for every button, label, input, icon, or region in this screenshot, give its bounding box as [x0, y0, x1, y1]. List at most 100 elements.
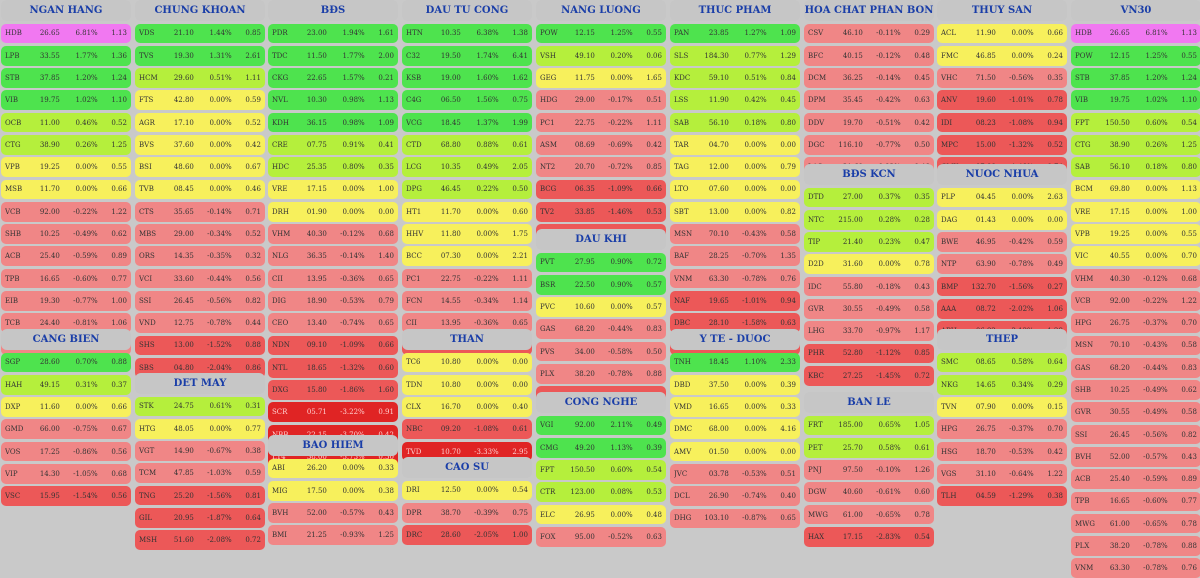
stock-row[interactable]: VMD 16.65 0.00% 0.33 [670, 397, 800, 417]
stock-row[interactable]: TVS 19.30 1.31% 2.61 [135, 45, 265, 66]
stock-row[interactable]: PLX 38.20 -0.78% 0.88 [1071, 536, 1200, 556]
sector-header[interactable]: DET MAY [135, 373, 265, 394]
stock-row[interactable]: CTD 68.80 0.88% 0.61 [402, 135, 532, 155]
stock-row[interactable]: TAR 04.70 0.00% 0.00 [670, 135, 800, 155]
stock-row[interactable]: NT2 20.70 -0.72% 0.85 [536, 157, 666, 177]
stock-row[interactable]: VSH 49.10 0.20% 0.06 [536, 45, 666, 66]
stock-row[interactable]: VGI 92.00 2.11% 0.49 [536, 415, 666, 436]
stock-row[interactable]: PAN 23.85 1.27% 1.09 [670, 23, 800, 44]
stock-row[interactable]: SAB 56.10 0.18% 0.80 [1071, 157, 1200, 177]
stock-row[interactable]: VRE 17.15 0.00% 1.00 [268, 179, 398, 200]
stock-row[interactable]: TPB 16.65 -0.60% 0.77 [1071, 491, 1200, 512]
stock-row[interactable]: DTD 27.00 0.37% 0.35 [804, 187, 934, 208]
stock-row[interactable]: FCN 14.55 -0.34% 1.14 [402, 290, 532, 311]
stock-row[interactable]: DBD 37.50 0.00% 0.39 [670, 374, 800, 395]
stock-row[interactable]: TVN 07.90 0.00% 0.15 [937, 397, 1067, 417]
stock-row[interactable]: JVC 03.78 -0.53% 0.51 [670, 464, 800, 484]
stock-row[interactable]: DPG 46.45 0.22% 0.50 [402, 179, 532, 200]
stock-row[interactable]: MPC 15.00 -1.32% 0.52 [937, 135, 1067, 155]
stock-row[interactable]: VIC 40.55 0.00% 0.70 [1071, 246, 1200, 267]
stock-row[interactable]: BWE 46.95 -0.42% 0.59 [937, 232, 1067, 252]
stock-row[interactable]: BCC 07.30 0.00% 2.21 [402, 246, 532, 267]
stock-row[interactable]: STB 37.85 1.20% 1.24 [1, 68, 131, 88]
sector-header[interactable]: Y TE - DUOC [670, 329, 800, 350]
stock-row[interactable]: SSI 26.45 -0.56% 0.82 [1071, 424, 1200, 445]
stock-row[interactable]: GVR 30.55 -0.49% 0.58 [804, 299, 934, 319]
stock-row[interactable]: NBC 09.20 -1.08% 0.61 [402, 419, 532, 440]
stock-row[interactable]: C4G 06.50 1.56% 0.75 [402, 90, 532, 111]
stock-row[interactable]: CTG 38.90 0.26% 1.25 [1, 135, 131, 155]
stock-row[interactable]: VOS 17.25 -0.86% 0.56 [1, 441, 131, 462]
stock-row[interactable]: SBS 04.80 -2.04% 0.86 [135, 357, 265, 378]
stock-row[interactable]: NAF 19.65 -1.01% 0.94 [670, 290, 800, 311]
stock-row[interactable]: BVS 37.60 0.00% 0.42 [135, 135, 265, 155]
stock-row[interactable]: DRI 12.50 0.00% 0.54 [402, 480, 532, 501]
stock-row[interactable]: GMD 66.00 -0.75% 0.67 [1, 419, 131, 440]
stock-row[interactable]: VIB 19.75 1.02% 1.10 [1071, 90, 1200, 111]
stock-row[interactable]: NVL 10.30 0.98% 1.13 [268, 90, 398, 111]
stock-row[interactable]: HAH 49.15 0.31% 0.37 [1, 374, 131, 395]
stock-row[interactable]: SAB 56.10 0.18% 0.80 [670, 112, 800, 133]
sector-header[interactable]: NUOC NHUA [937, 164, 1067, 185]
stock-row[interactable]: TDN 10.80 0.00% 0.00 [402, 374, 532, 395]
stock-row[interactable]: TAG 12.00 0.00% 0.79 [670, 157, 800, 177]
stock-row[interactable]: GIL 20.95 -1.87% 0.64 [135, 508, 265, 528]
stock-row[interactable]: HCM 29.60 0.51% 1.11 [135, 68, 265, 88]
stock-row[interactable]: TDC 11.50 1.77% 2.00 [268, 45, 398, 66]
stock-row[interactable]: MSH 51.60 -2.08% 0.72 [135, 530, 265, 550]
sector-header[interactable]: DAU KHI [536, 229, 666, 250]
stock-row[interactable]: VPB 19.25 0.00% 0.55 [1, 157, 131, 177]
stock-row[interactable]: TVD 10.70 -3.33% 2.95 [402, 441, 532, 462]
stock-row[interactable]: CII 13.95 -0.36% 0.65 [402, 313, 532, 333]
stock-row[interactable]: DGC 116.10 -0.77% 0.50 [804, 135, 934, 155]
stock-row[interactable]: HT1 11.70 0.00% 0.60 [402, 201, 532, 222]
stock-row[interactable]: SSI 26.45 -0.56% 0.82 [135, 290, 265, 311]
stock-row[interactable]: PNJ 97.50 -0.10% 1.26 [804, 460, 934, 480]
stock-row[interactable]: FMC 46.85 0.00% 0.24 [937, 45, 1067, 66]
stock-row[interactable]: DDV 19.70 -0.51% 0.42 [804, 112, 934, 133]
stock-row[interactable]: BSI 48.60 0.00% 0.67 [135, 157, 265, 177]
sector-header[interactable]: HOA CHAT PHAN BON [804, 0, 934, 21]
stock-row[interactable]: HSG 18.70 -0.53% 0.42 [937, 441, 1067, 462]
stock-row[interactable]: AMV 01.50 0.00% 0.00 [670, 441, 800, 462]
stock-row[interactable]: VHC 71.50 -0.56% 0.35 [937, 68, 1067, 88]
sector-header[interactable]: CANG BIEN [1, 329, 131, 350]
stock-row[interactable]: KBC 27.25 -1.45% 0.72 [804, 365, 934, 386]
stock-row[interactable]: GAS 68.20 -0.44% 0.83 [536, 319, 666, 340]
stock-row[interactable]: LHG 33.70 -0.97% 1.17 [804, 321, 934, 341]
stock-row[interactable]: STB 37.85 1.20% 1.24 [1071, 68, 1200, 88]
stock-row[interactable]: DAG 01.43 0.00% 0.00 [937, 209, 1067, 230]
stock-row[interactable]: VIP 14.30 -1.05% 0.68 [1, 464, 131, 484]
stock-row[interactable]: BMI 21.25 -0.93% 1.25 [268, 525, 398, 546]
stock-row[interactable]: GVR 30.55 -0.49% 0.58 [1071, 402, 1200, 423]
stock-row[interactable]: FPT 150.50 0.60% 0.54 [536, 460, 666, 480]
sector-header[interactable]: BĐS KCN [804, 164, 934, 185]
sector-header[interactable]: THAN [402, 329, 532, 350]
stock-row[interactable]: MWG 61.00 -0.65% 0.78 [1071, 513, 1200, 534]
stock-row[interactable]: CTS 35.65 -0.14% 0.71 [135, 201, 265, 222]
stock-row[interactable]: TNH 18.45 1.10% 2.33 [670, 352, 800, 373]
stock-row[interactable]: SBT 13.00 0.00% 0.82 [670, 201, 800, 222]
stock-row[interactable]: MIG 17.50 0.00% 0.38 [268, 480, 398, 501]
stock-row[interactable]: NTL 18.65 -1.32% 0.60 [268, 357, 398, 378]
sector-header[interactable]: NGAN HANG [1, 0, 131, 21]
stock-row[interactable]: DRC 28.60 -2.05% 1.00 [402, 525, 532, 545]
sector-header[interactable]: CHUNG KHOAN [135, 0, 265, 21]
stock-row[interactable]: VIB 19.75 1.02% 1.10 [1, 90, 131, 111]
stock-row[interactable]: HTN 10.35 6.38% 1.38 [402, 23, 532, 44]
stock-row[interactable]: LCG 10.35 0.49% 2.05 [402, 157, 532, 177]
stock-row[interactable]: SLS 184.30 0.77% 1.29 [670, 45, 800, 66]
stock-row[interactable]: KDC 59.10 0.51% 0.84 [670, 68, 800, 88]
stock-row[interactable]: ANV 19.60 -1.01% 0.78 [937, 90, 1067, 111]
stock-row[interactable]: VCI 33.60 -0.44% 0.56 [135, 268, 265, 289]
stock-row[interactable]: SHS 13.00 -1.52% 0.88 [135, 335, 265, 356]
stock-row[interactable]: TCB 24.40 -0.81% 1.06 [1, 313, 131, 333]
stock-row[interactable]: SHB 10.25 -0.49% 0.62 [1071, 380, 1200, 400]
stock-row[interactable]: FTS 42.80 0.00% 0.59 [135, 90, 265, 111]
stock-row[interactable]: AAA 08.72 -2.02% 1.06 [937, 299, 1067, 319]
stock-row[interactable]: DPR 38.70 -0.39% 0.75 [402, 502, 532, 523]
sector-header[interactable]: CAO SU [402, 457, 532, 478]
stock-row[interactable]: HTG 48.05 0.00% 0.77 [135, 418, 265, 439]
stock-row[interactable]: KSB 19.00 1.60% 1.62 [402, 68, 532, 88]
stock-row[interactable]: ELC 26.95 0.00% 0.48 [536, 504, 666, 525]
